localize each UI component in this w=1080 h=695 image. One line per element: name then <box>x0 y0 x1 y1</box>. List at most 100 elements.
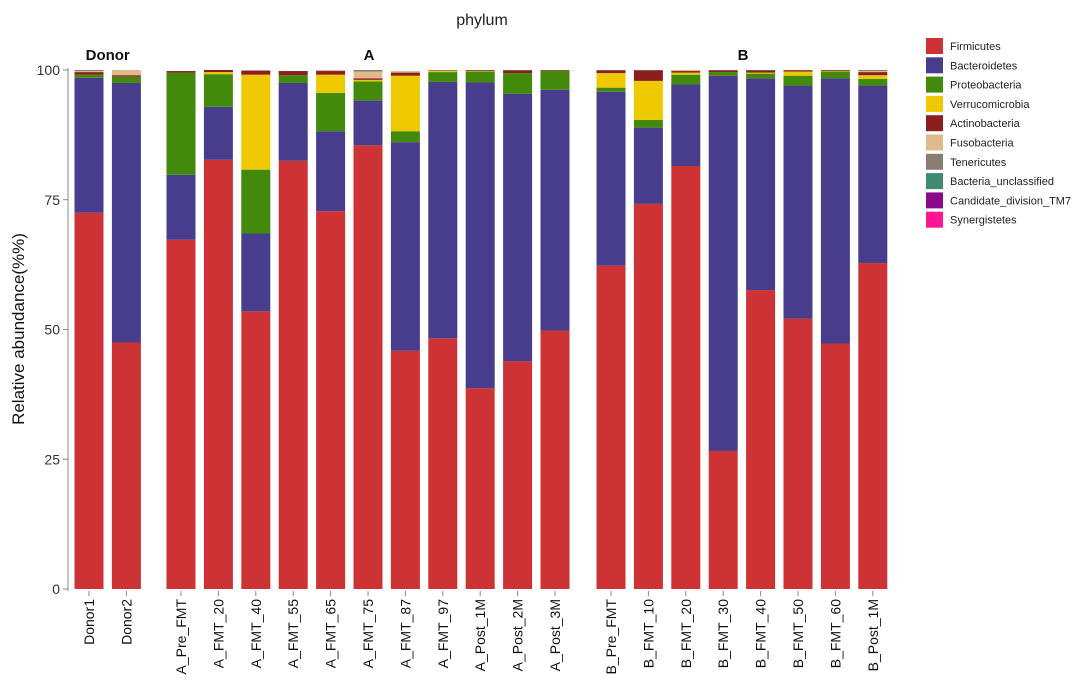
bar-segment <box>241 233 271 312</box>
bar-segment <box>633 119 663 128</box>
bar-stack <box>166 71 196 589</box>
bar-segment <box>166 71 196 73</box>
legend-swatch <box>926 153 943 170</box>
bar-segment <box>390 71 420 73</box>
bar-segment <box>241 70 271 75</box>
x-tick-label: Donor2 <box>118 599 134 645</box>
legend-item: Verrucomicrobia <box>926 95 1030 112</box>
bar-segment <box>353 70 383 72</box>
bar-segment <box>746 70 776 73</box>
bar-segment <box>708 72 738 76</box>
bar-segment <box>820 70 850 72</box>
bar-segment <box>465 388 495 589</box>
bar-segment <box>858 72 888 76</box>
bar-segment <box>241 311 271 589</box>
bar-stack <box>203 70 233 590</box>
bar-segment <box>316 211 346 589</box>
bar-segment <box>465 71 495 72</box>
legend-label: Bacteria_unclassified <box>950 176 1054 188</box>
bar-segment <box>390 131 420 143</box>
bar-segment <box>390 350 420 589</box>
bar-segment <box>820 71 850 79</box>
bar-segment <box>633 127 663 204</box>
legend-label: Proteobacteria <box>950 80 1022 92</box>
bar-segment <box>540 330 570 589</box>
bar-segment <box>671 71 701 73</box>
y-tick-label: 0 <box>52 581 60 597</box>
y-axis-label: Relative abundance(%%) <box>9 233 28 425</box>
bar-segment <box>353 71 383 79</box>
bar-segment <box>596 73 626 88</box>
bar-segment <box>465 82 495 389</box>
bar-stack <box>783 70 813 589</box>
bar-stack <box>428 70 458 589</box>
bar-stack <box>746 70 776 589</box>
bar-segment <box>74 71 104 73</box>
y-tick-label: 50 <box>44 322 60 338</box>
bar-segment <box>671 72 701 75</box>
bar-segment <box>596 91 626 266</box>
bar-segment <box>428 338 458 589</box>
x-tick-label: B_FMT_20 <box>678 599 694 668</box>
legend-label: Firmicutes <box>950 41 1001 53</box>
bar-segment <box>203 74 233 107</box>
legend-item: Proteobacteria <box>926 76 1022 93</box>
x-axis: Donor1 Donor2 A_Pre_FMT A_FMT_20 A_FMT_40 A_F… <box>81 591 881 674</box>
bar-segment <box>203 72 233 75</box>
y-tick-label: 75 <box>44 192 60 208</box>
bar-segment <box>74 70 104 72</box>
legend-item: Bacteria_unclassified <box>926 173 1054 190</box>
bar-segment <box>316 131 346 212</box>
bar-stack <box>74 70 104 589</box>
bar-segment <box>111 75 141 77</box>
x-tick-label: B_Post_1M <box>865 599 881 671</box>
x-tick-label: A_FMT_55 <box>285 599 301 668</box>
y-tick-label: 25 <box>44 451 60 467</box>
bar-segment <box>278 71 308 76</box>
bar-segment <box>671 84 701 167</box>
x-tick-label: B_FMT_50 <box>790 599 806 668</box>
bar-segment <box>858 78 888 86</box>
bar-segment <box>503 70 533 71</box>
bar-segment <box>111 76 141 83</box>
bar-segment <box>74 77 104 213</box>
legend-label: Synergistetes <box>950 215 1017 227</box>
bar-segment <box>783 70 813 71</box>
bar-stack <box>241 70 271 589</box>
y-axis: 0 25 50 75 100 <box>37 62 69 597</box>
x-tick-label: A_FMT_87 <box>397 599 413 668</box>
bar-segment <box>203 70 233 73</box>
bar-segment <box>353 79 383 82</box>
bar-stack <box>353 70 383 589</box>
legend-item: Synergistetes <box>926 211 1017 228</box>
bar-stack <box>596 70 626 589</box>
bar-segment <box>820 71 850 72</box>
bar-segment <box>465 70 495 72</box>
bar-segment <box>278 75 308 83</box>
bar-segment <box>166 72 196 175</box>
x-tick-label: B_FMT_30 <box>715 599 731 668</box>
legend-swatch <box>926 211 943 228</box>
legend-label: Bacteroidetes <box>950 60 1018 72</box>
bar-stack <box>316 70 346 589</box>
bar-stack <box>278 71 308 589</box>
bar-segment <box>353 145 383 589</box>
bar-segment <box>596 87 626 92</box>
bar-segment <box>671 70 701 72</box>
facet-label: Donor <box>86 47 130 64</box>
bar-stack <box>671 70 701 589</box>
legend-label: Actinobacteria <box>950 118 1021 130</box>
bar-segment <box>390 142 420 351</box>
bar-segment <box>428 72 458 82</box>
bar-segment <box>746 290 776 589</box>
legend-swatch <box>926 115 943 132</box>
legend-item: Bacteroidetes <box>926 57 1018 74</box>
bar-segment <box>858 70 888 72</box>
y-tick-label: 100 <box>37 62 61 78</box>
bar-segment <box>316 74 346 93</box>
bar-stack <box>633 70 663 590</box>
bar-segment <box>316 71 346 75</box>
x-tick-label: B_FMT_60 <box>827 599 843 668</box>
legend-item: Fusobacteria <box>926 134 1014 151</box>
legend-swatch <box>926 134 943 151</box>
